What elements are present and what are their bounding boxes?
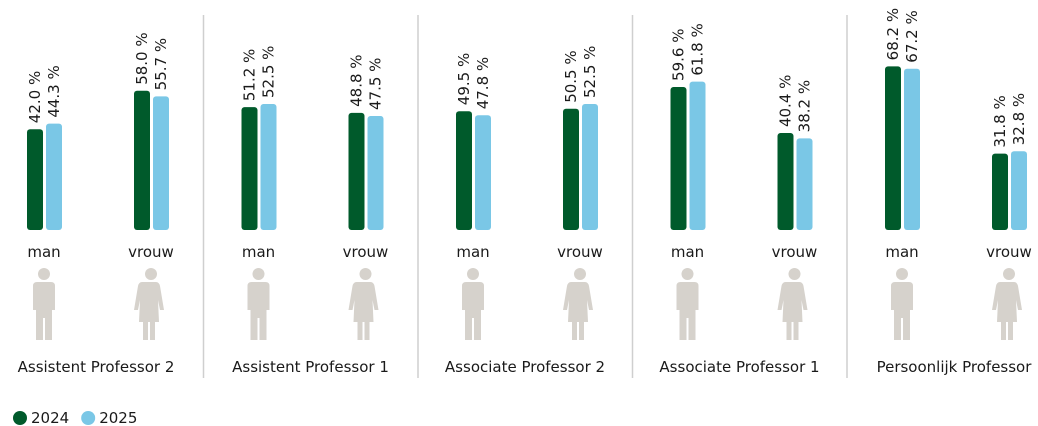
value-label: 52.5 % bbox=[581, 46, 599, 98]
value-label: 49.5 % bbox=[455, 53, 473, 105]
legend-label: 2024 bbox=[31, 409, 69, 426]
bar bbox=[134, 90, 150, 230]
category-label: vrouw bbox=[772, 243, 818, 261]
value-label: 68.2 % bbox=[884, 8, 902, 60]
icon-body bbox=[563, 282, 593, 340]
value-label: 40.4 % bbox=[777, 75, 795, 127]
value-label: 52.5 % bbox=[260, 46, 278, 98]
icon-body bbox=[134, 282, 164, 340]
icon-head bbox=[574, 268, 586, 280]
group-label: Associate Professor 2 bbox=[445, 358, 605, 376]
icon-body bbox=[777, 282, 808, 340]
icon-head bbox=[681, 268, 694, 280]
value-label: 59.6 % bbox=[670, 29, 688, 81]
icon-head bbox=[1003, 268, 1015, 280]
icon-body bbox=[33, 282, 55, 340]
value-label: 31.8 % bbox=[991, 95, 1009, 147]
value-label: 55.7 % bbox=[152, 38, 170, 90]
value-label: 67.2 % bbox=[903, 10, 921, 62]
man-icon bbox=[462, 268, 484, 340]
woman-icon bbox=[992, 268, 1022, 340]
bar bbox=[46, 123, 62, 230]
value-label: 42.0 % bbox=[26, 71, 44, 123]
icon-head bbox=[467, 268, 479, 280]
legend-swatch bbox=[13, 411, 27, 425]
icon-body bbox=[992, 282, 1022, 340]
bar bbox=[260, 104, 277, 230]
bar bbox=[563, 108, 579, 230]
legend-swatch bbox=[81, 411, 96, 425]
value-label: 48.8 % bbox=[348, 54, 366, 106]
icon-body bbox=[462, 282, 484, 340]
group-label: Assistent Professor 1 bbox=[232, 358, 389, 376]
bar bbox=[153, 96, 169, 230]
category-label: vrouw bbox=[986, 243, 1032, 261]
bar bbox=[796, 138, 813, 230]
category-label: man bbox=[456, 243, 489, 261]
bar bbox=[367, 116, 384, 230]
bar bbox=[456, 111, 472, 230]
woman-icon bbox=[348, 268, 379, 340]
bar bbox=[348, 112, 365, 230]
category-label: man bbox=[671, 243, 704, 261]
bar bbox=[27, 129, 43, 230]
group-label: Persoonlijk Professor bbox=[877, 358, 1033, 376]
icon-head bbox=[359, 268, 372, 280]
bar bbox=[475, 115, 491, 230]
man-icon bbox=[676, 268, 699, 340]
bar bbox=[777, 133, 794, 230]
value-label: 47.5 % bbox=[367, 58, 385, 110]
icon-body bbox=[247, 282, 270, 340]
bar bbox=[904, 68, 920, 230]
group-label: Associate Professor 1 bbox=[659, 358, 819, 376]
man-icon bbox=[33, 268, 55, 340]
bar bbox=[992, 153, 1008, 230]
bar bbox=[582, 104, 598, 230]
bar bbox=[670, 86, 687, 231]
woman-icon bbox=[777, 268, 808, 340]
legend-label: 2025 bbox=[99, 409, 137, 426]
bar bbox=[689, 81, 706, 231]
icon-head bbox=[896, 268, 908, 280]
category-label: man bbox=[242, 243, 275, 261]
value-label: 38.2 % bbox=[796, 80, 814, 132]
bar bbox=[1011, 151, 1027, 230]
value-label: 61.8 % bbox=[689, 23, 707, 75]
value-label: 47.8 % bbox=[474, 57, 492, 109]
man-icon bbox=[247, 268, 270, 340]
category-label: vrouw bbox=[557, 243, 603, 261]
value-label: 58.0 % bbox=[133, 32, 151, 84]
woman-icon bbox=[134, 268, 164, 340]
category-label: man bbox=[885, 243, 918, 261]
icon-body bbox=[676, 282, 699, 340]
group-label: Assistent Professor 2 bbox=[18, 358, 175, 376]
icon-head bbox=[38, 268, 50, 280]
category-label: vrouw bbox=[343, 243, 389, 261]
icon-body bbox=[348, 282, 379, 340]
icon-head bbox=[788, 268, 801, 280]
value-label: 32.8 % bbox=[1010, 93, 1028, 145]
man-icon bbox=[891, 268, 913, 340]
icon-head bbox=[145, 268, 157, 280]
icon-head bbox=[252, 268, 265, 280]
woman-icon bbox=[563, 268, 593, 340]
value-label: 44.3 % bbox=[45, 65, 63, 117]
category-label: vrouw bbox=[128, 243, 174, 261]
bar bbox=[885, 66, 901, 230]
value-label: 50.5 % bbox=[562, 50, 580, 102]
icon-body bbox=[891, 282, 913, 340]
value-label: 51.2 % bbox=[241, 49, 259, 101]
category-label: man bbox=[27, 243, 60, 261]
bar bbox=[241, 107, 258, 230]
